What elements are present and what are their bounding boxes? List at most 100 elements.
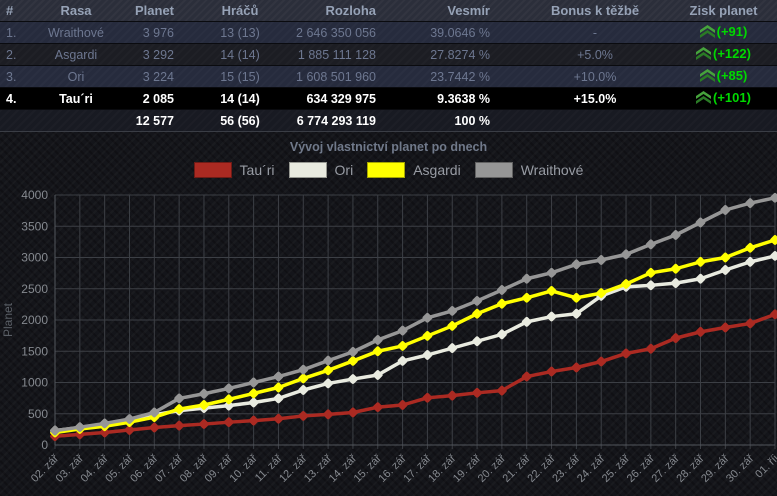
- data-point: [546, 311, 557, 322]
- legend-item-ori[interactable]: Ori: [288, 162, 353, 178]
- data-point: [99, 427, 110, 438]
- universe-cell: 23.7442 %: [430, 69, 490, 84]
- data-point: [199, 419, 209, 429]
- y-tick-label: 3500: [21, 219, 48, 233]
- data-point: [348, 356, 358, 366]
- data-point: [372, 370, 383, 380]
- legend-swatch: [288, 162, 327, 178]
- y-tick-label: 1000: [21, 376, 48, 390]
- data-point: [273, 382, 284, 393]
- col-header-planets: Planet: [134, 3, 174, 18]
- chart-title: Vývoj vlastnictví planet po dnech: [289, 140, 488, 154]
- gain-indicator: (+85): [699, 68, 747, 83]
- legend-label: Tau´ri: [239, 162, 275, 178]
- data-point: [745, 198, 756, 208]
- data-point: [348, 347, 358, 357]
- series-line: [54, 312, 776, 438]
- table-row-wraithov[interactable]: 1. Wraithové 3 976 13 (13) 2 646 350 056 39.0…: [0, 22, 777, 44]
- data-point: [770, 309, 777, 320]
- data-point: [422, 350, 433, 360]
- gain-cell: (+91): [670, 24, 777, 41]
- gain-value: (+91): [716, 24, 748, 39]
- y-tick-label: 1500: [21, 344, 48, 358]
- table-row-asgardi[interactable]: 2. Asgardi 3 292 14 (14) 1 885 111 128 27.827…: [0, 44, 777, 66]
- rank-cell: 4.: [6, 91, 17, 106]
- data-point: [273, 413, 284, 424]
- data-point: [447, 306, 458, 316]
- data-point: [199, 400, 209, 410]
- data-point: [298, 373, 309, 384]
- rank-up-chevrons-icon: [696, 91, 712, 104]
- total-row: 12 577 56 (56) 6 774 293 119 100 %: [0, 110, 777, 132]
- rank-cell: 2.: [6, 47, 17, 62]
- data-point: [99, 418, 110, 429]
- data-point: [149, 422, 160, 433]
- data-point: [323, 409, 333, 420]
- data-point: [646, 280, 656, 291]
- y-tick-label: 3000: [21, 251, 48, 265]
- data-point: [397, 325, 408, 336]
- data-point: [50, 425, 60, 436]
- data-point: [770, 192, 777, 203]
- legend-item-asgardi[interactable]: Asgardi: [367, 162, 461, 178]
- data-point: [447, 343, 458, 353]
- data-point: [174, 393, 184, 404]
- gain-indicator: (+91): [699, 24, 748, 39]
- race-cell: Tau´ri: [59, 91, 93, 106]
- data-point: [621, 279, 631, 289]
- bonus-cell: +15.0%: [573, 91, 617, 106]
- area-cell: 1 885 111 128: [297, 47, 376, 62]
- data-point: [497, 329, 507, 340]
- data-point: [422, 312, 433, 323]
- series-asgardi: [50, 235, 777, 438]
- table-row-ori[interactable]: 3. Ori 3 224 15 (15) 1 608 501 960 23.7442 % +…: [0, 66, 777, 88]
- rank-up-chevrons-icon: [696, 47, 712, 60]
- data-point: [248, 415, 259, 426]
- data-point: [695, 217, 706, 228]
- data-point: [323, 378, 333, 389]
- data-point: [621, 249, 631, 260]
- players-cell: 14 (14): [220, 47, 260, 62]
- data-point: [447, 390, 458, 401]
- legend-swatch: [474, 162, 513, 178]
- rank-up-chevrons-icon: [699, 25, 715, 38]
- data-point: [571, 308, 582, 319]
- data-point: [596, 288, 607, 298]
- data-point: [670, 333, 681, 343]
- data-point: [546, 267, 557, 278]
- data-point: [521, 371, 532, 382]
- table-row-tauri[interactable]: 4. Tau´ri 2 085 14 (14) 634 329 975 9.3638 % +…: [0, 88, 777, 110]
- race-cell: Wraithové: [47, 25, 105, 40]
- chart-legend: Tau´ri Ori Asgardi Wraithové: [0, 160, 777, 180]
- legend-label: Wraithové: [520, 162, 584, 178]
- data-point: [497, 285, 507, 295]
- col-header-race: Rasa: [60, 3, 92, 18]
- x-tick-label: 30. zář: [724, 452, 757, 485]
- y-tick-label: 2500: [21, 282, 48, 296]
- chart-grid: [54, 194, 776, 449]
- data-point: [348, 374, 358, 384]
- data-point: [397, 341, 408, 351]
- gain-value: (+101): [713, 90, 751, 105]
- y-tick-label: 4000: [21, 188, 48, 202]
- data-point: [447, 321, 458, 331]
- col-header-bonus: Bonus k těžbě: [550, 3, 640, 18]
- data-point: [646, 239, 656, 250]
- data-point: [521, 292, 532, 303]
- y-tick-label: 2000: [21, 313, 48, 327]
- data-point: [124, 425, 135, 435]
- legend-swatch: [193, 162, 232, 178]
- data-point: [223, 383, 234, 394]
- universe-cell: 9.3638 %: [437, 91, 490, 106]
- bonus-cell: +10.0%: [573, 69, 617, 84]
- header-row: # Rasa Planet Hráčů Rozloha Vesmír Bonus k těž…: [0, 0, 777, 22]
- data-point: [521, 317, 532, 327]
- data-point: [596, 356, 607, 367]
- data-point: [571, 292, 582, 303]
- data-point: [695, 327, 706, 337]
- legend-item-tauri[interactable]: Tau´ri: [193, 162, 275, 178]
- data-point: [397, 356, 408, 366]
- legend-item-wraithov[interactable]: Wraithové: [474, 162, 584, 178]
- data-point: [472, 296, 482, 306]
